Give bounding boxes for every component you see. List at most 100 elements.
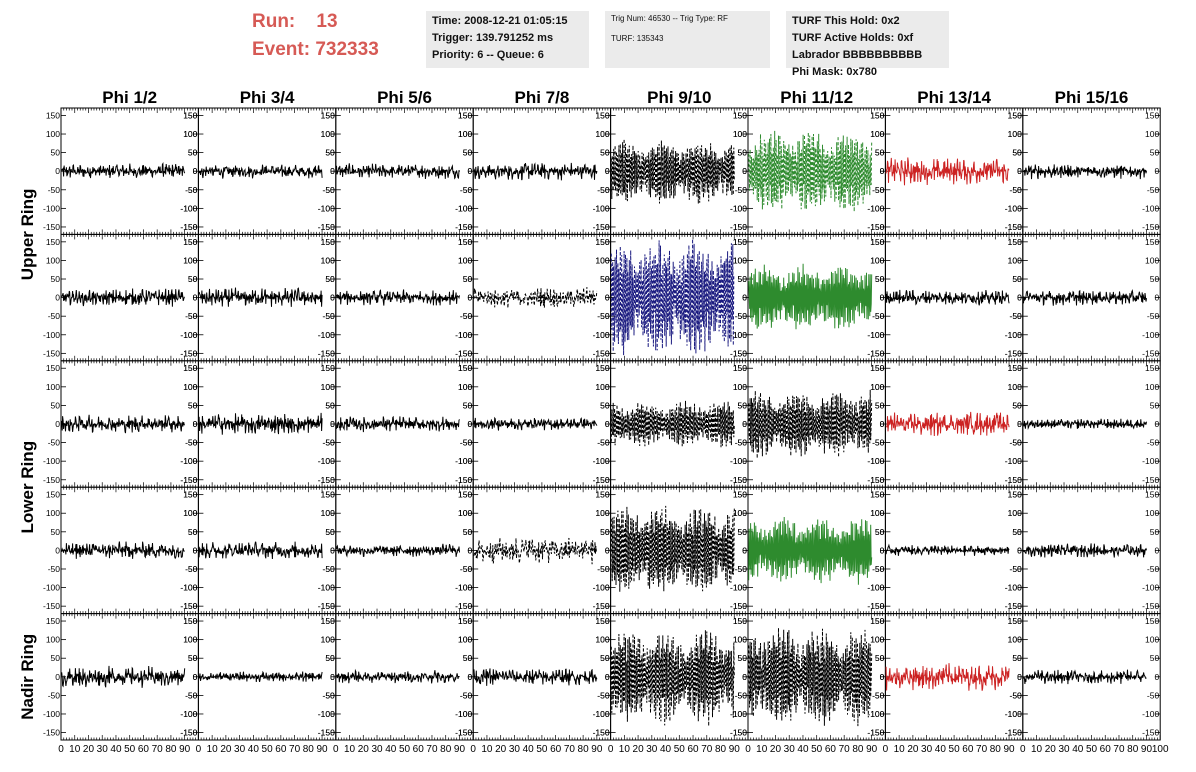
y-tick-label: 50 (463, 527, 473, 537)
y-tick-label: 0 (605, 419, 610, 429)
y-tick-label: 100 (183, 129, 197, 139)
y-tick-label: -50 (735, 438, 748, 448)
y-tick-label: -150 (43, 475, 60, 485)
y-tick-label: -150 (593, 601, 610, 611)
y-tick-label: 0 (193, 419, 198, 429)
y-tick-label: 0 (467, 293, 472, 303)
y-tick-label: 0 (1017, 166, 1022, 176)
y-tick-label: -150 (180, 348, 197, 358)
y-tick-label: 0 (880, 293, 885, 303)
y-tick-label: 0 (605, 419, 610, 429)
y-tick-label: -100 (730, 709, 747, 719)
y-tick-label: -150 (1142, 475, 1159, 485)
y-tick-label: 0 (605, 293, 610, 303)
y-tick-label: 50 (600, 148, 610, 158)
y-tick-label: 50 (1012, 400, 1022, 410)
y-tick-label: -150 (180, 222, 197, 232)
y-tick-label: 100 (595, 382, 609, 392)
y-tick-label: 50 (325, 148, 335, 158)
y-tick-label: -50 (323, 564, 336, 574)
y-tick-label: -100 (180, 709, 197, 719)
y-tick-label: -150 (455, 348, 472, 358)
y-tick-label: 0 (880, 166, 885, 176)
y-tick-label: 100 (1008, 129, 1022, 139)
y-tick-label: -100 (43, 583, 60, 593)
y-tick-label: 100 (183, 129, 197, 139)
y-tick-label: -50 (185, 690, 198, 700)
y-tick-label: 150 (595, 363, 609, 373)
y-tick-label: 0 (193, 166, 198, 176)
waveform-series (1023, 418, 1147, 430)
y-tick-label: 150 (733, 616, 747, 626)
y-tick-label: -100 (180, 456, 197, 466)
y-tick-label: 150 (183, 237, 197, 247)
y-tick-label: -150 (867, 222, 884, 232)
y-tick-label: -150 (593, 728, 610, 738)
y-tick-label: -100 (1142, 583, 1159, 593)
y-tick-label: 150 (870, 490, 884, 500)
y-tick-label: 100 (595, 255, 609, 265)
y-tick-label: 50 (875, 274, 885, 284)
y-tick-label: -50 (48, 185, 61, 195)
y-tick-label: -150 (180, 728, 197, 738)
y-tick-label: -100 (1005, 583, 1022, 593)
time-info-box: Time: 2008-12-21 01:05:15 Trigger: 139.7… (426, 11, 589, 68)
y-tick-label: -150 (318, 348, 335, 358)
y-tick-label: 150 (870, 363, 884, 373)
y-tick-label: -50 (460, 438, 473, 448)
y-tick-label: -150 (867, 601, 884, 611)
y-tick-label: 100 (1008, 255, 1022, 265)
y-tick-label: 0 (880, 545, 885, 555)
y-tick-label: 100 (1145, 129, 1159, 139)
y-tick-label: 0 (605, 545, 610, 555)
y-tick-label: 100 (595, 635, 609, 645)
y-tick-label: 150 (183, 616, 197, 626)
y-tick-label: 100 (46, 508, 60, 518)
y-tick-label: 0 (742, 293, 747, 303)
y-tick-label: 150 (870, 237, 884, 247)
y-tick-label: -100 (730, 203, 747, 213)
y-tick-label: 100 (321, 382, 335, 392)
y-tick-label: -100 (730, 583, 747, 593)
y-tick-label: 150 (870, 237, 884, 247)
y-tick-label: -150 (318, 728, 335, 738)
y-tick-label: -100 (180, 709, 197, 719)
y-tick-label: 150 (458, 490, 472, 500)
y-tick-label: 150 (733, 237, 747, 247)
y-tick-label: 0 (1017, 545, 1022, 555)
y-tick-label: 150 (46, 237, 60, 247)
y-tick-label: 100 (733, 635, 747, 645)
y-tick-label: 100 (870, 382, 884, 392)
y-tick-label: 150 (595, 237, 609, 247)
y-tick-label: -150 (593, 222, 610, 232)
waveform-series (748, 130, 873, 212)
waveform-series (336, 163, 460, 180)
y-tick-label: -50 (460, 564, 473, 574)
y-tick-label: -100 (1005, 330, 1022, 340)
y-tick-label: -100 (455, 330, 472, 340)
y-tick-label: 0 (742, 672, 747, 682)
waveform-series (61, 161, 186, 179)
y-tick-label: 50 (875, 148, 885, 158)
y-tick-label: 150 (183, 490, 197, 500)
y-tick-label: -50 (872, 438, 885, 448)
y-tick-label: 100 (733, 255, 747, 265)
y-tick-label: -50 (460, 185, 473, 195)
waveform-series (610, 138, 735, 204)
y-tick-label: -50 (460, 311, 473, 321)
y-tick-label: -150 (867, 348, 884, 358)
column-title: Phi 1/2 (102, 88, 157, 107)
y-tick-label: 50 (325, 653, 335, 663)
y-tick-label: 150 (595, 363, 609, 373)
y-tick-label: 50 (463, 653, 473, 663)
y-tick-label: 0 (467, 672, 472, 682)
run-label: Run: (252, 11, 296, 32)
priority-text: Priority: 6 -- Queue: 6 (432, 49, 544, 61)
y-tick-label: -150 (1005, 601, 1022, 611)
y-tick-label: 100 (733, 382, 747, 392)
y-tick-label: -150 (180, 475, 197, 485)
y-tick-label: 50 (325, 527, 335, 537)
y-tick-label: 150 (183, 237, 197, 247)
y-tick-label: 0 (742, 419, 747, 429)
y-tick-label: 150 (733, 490, 747, 500)
